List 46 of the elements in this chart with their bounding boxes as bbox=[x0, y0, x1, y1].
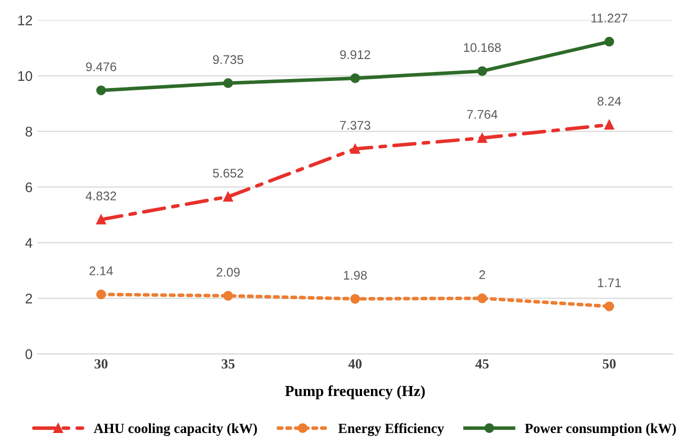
point bbox=[604, 120, 614, 130]
data-label: 2.09 bbox=[216, 268, 240, 277]
point bbox=[223, 290, 233, 301]
point bbox=[96, 290, 106, 300]
point bbox=[350, 294, 360, 304]
point bbox=[223, 78, 233, 88]
y-tick-label: 10 bbox=[18, 71, 32, 81]
x-axis-title: Pump frequency (Hz) bbox=[285, 385, 425, 400]
point bbox=[223, 192, 233, 202]
data-label: 9.735 bbox=[213, 55, 244, 64]
x-tick-label: 40 bbox=[348, 359, 362, 369]
x-tick-label: 50 bbox=[602, 359, 616, 369]
y-tick-label: 12 bbox=[18, 15, 32, 26]
legend-label: AHU cooling capacity (kW) bbox=[94, 423, 257, 436]
point bbox=[96, 214, 106, 224]
y-tick-label: 0 bbox=[26, 349, 32, 360]
data-label: 8.24 bbox=[598, 96, 622, 106]
data-label: 1.71 bbox=[598, 278, 621, 288]
data-label: 9.476 bbox=[86, 62, 116, 72]
point bbox=[350, 144, 360, 154]
point bbox=[477, 66, 488, 76]
x-tick-label: 35 bbox=[222, 359, 235, 369]
legend-label: Power consumption (kW) bbox=[524, 423, 676, 436]
data-label: 4.832 bbox=[86, 192, 116, 200]
y-tick-label: 4 bbox=[25, 238, 32, 248]
data-label: 10.168 bbox=[464, 43, 501, 52]
data-label: 2.14 bbox=[90, 266, 113, 276]
y-tick-label: 8 bbox=[26, 126, 32, 137]
data-label: 7.764 bbox=[467, 110, 498, 119]
point bbox=[477, 293, 488, 304]
point bbox=[350, 73, 360, 84]
x-tick-label: 45 bbox=[475, 359, 489, 369]
y-tick-label: 2 bbox=[26, 294, 32, 304]
point bbox=[604, 302, 614, 312]
point bbox=[96, 86, 106, 96]
data-label: 9.912 bbox=[340, 50, 370, 60]
point bbox=[604, 36, 614, 47]
data-label: 1.98 bbox=[344, 270, 367, 280]
point bbox=[477, 133, 488, 143]
data-label: 7.373 bbox=[340, 120, 370, 130]
data-label: 11.227 bbox=[592, 14, 628, 22]
y-tick-label: 6 bbox=[26, 182, 32, 192]
data-label: 2 bbox=[479, 270, 486, 280]
legend-label: Energy Efficiency bbox=[338, 423, 444, 436]
data-label: 5.652 bbox=[212, 168, 244, 178]
x-tick-label: 30 bbox=[94, 359, 108, 369]
